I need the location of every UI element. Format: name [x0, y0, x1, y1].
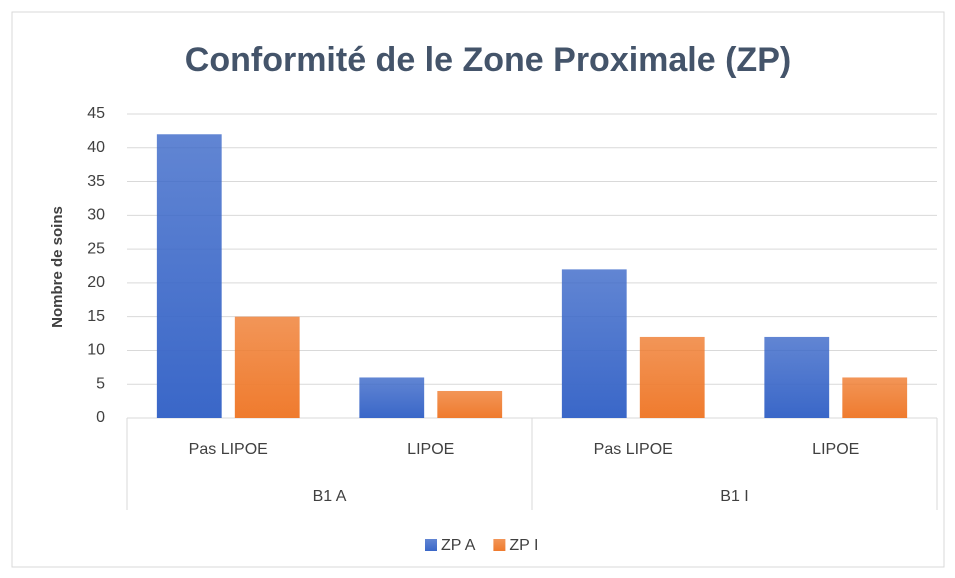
y-tick-label: 0: [96, 409, 105, 426]
y-tick-label: 5: [96, 375, 105, 392]
x-tick-label: Pas LIPOE: [594, 441, 673, 458]
bar: [639, 336, 705, 418]
y-tick-label: 40: [87, 139, 105, 156]
bar: [842, 377, 908, 418]
chart-border: [11, 11, 945, 568]
x-tick-label: Pas LIPOE: [189, 441, 268, 458]
x-tick-label: LIPOE: [812, 441, 859, 458]
legend-swatch: [425, 539, 437, 551]
group-label: B1 I: [720, 488, 748, 505]
bar: [359, 377, 425, 418]
bar: [156, 134, 222, 418]
legend-label: ZP A: [441, 537, 476, 554]
chart-title: Conformité de le Zone Proximale (ZP): [185, 41, 791, 79]
y-tick-label: 35: [87, 173, 105, 190]
bar: [437, 390, 503, 418]
legend-label: ZP I: [509, 537, 538, 554]
y-tick-label: 10: [87, 342, 105, 359]
y-tick-label: 20: [87, 274, 105, 291]
group-label: B1 A: [313, 488, 347, 505]
x-tick-label: LIPOE: [407, 441, 454, 458]
bar: [561, 269, 627, 418]
y-tick-label: 45: [87, 105, 105, 122]
bar: [764, 336, 830, 418]
y-axis-title: Nombre de soins: [49, 206, 66, 328]
y-tick-label: 30: [87, 207, 105, 224]
bar: [234, 316, 300, 418]
legend-swatch: [493, 539, 506, 551]
y-tick-label: 25: [87, 240, 105, 257]
y-tick-label: 15: [87, 308, 105, 325]
